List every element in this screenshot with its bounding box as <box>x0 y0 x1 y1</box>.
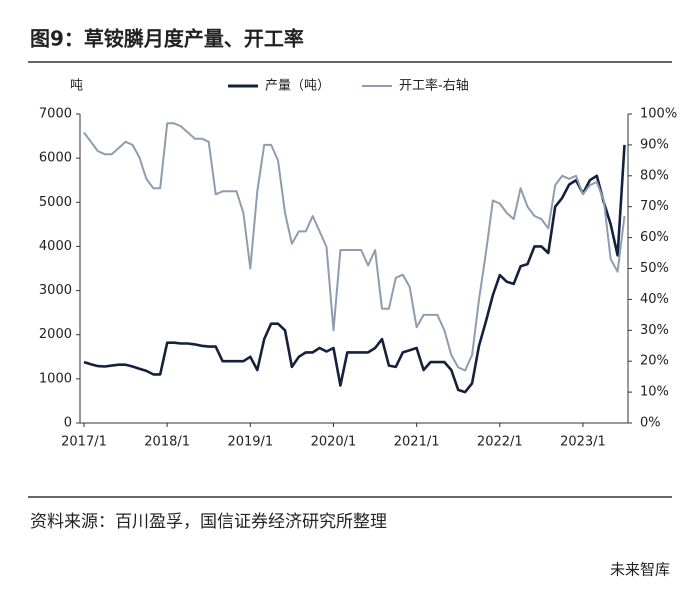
source: 资料来源：百川盈孚，国信证券经济研究所整理 <box>30 512 387 532</box>
x-tick-label: 2023/1 <box>560 435 606 450</box>
y2-tick-label: 10% <box>640 385 669 400</box>
y-tick-label: 3000 <box>39 283 72 298</box>
y2-tick-label: 100% <box>640 107 677 122</box>
legend-label: 产量（吨） <box>265 79 330 94</box>
x-tick-label: 2018/1 <box>144 435 190 450</box>
y2-tick-label: 30% <box>640 323 669 338</box>
series-line <box>83 122 626 372</box>
x-tick-label: 2019/1 <box>227 435 273 450</box>
x-tick-label: 2021/1 <box>394 435 440 450</box>
y2-tick-label: 80% <box>640 168 669 183</box>
y2-tick-label: 60% <box>640 230 669 245</box>
x-tick-label: 2022/1 <box>477 435 523 450</box>
y2-tick-label: 40% <box>640 292 669 307</box>
y-tick-label: 5000 <box>39 195 72 210</box>
y2-tick-label: 20% <box>640 354 669 369</box>
legend-label: 开工率-右轴 <box>399 78 469 94</box>
y-tick-label: 7000 <box>39 107 72 122</box>
chart-title: 图9：草铵膦月度产量、开工率 <box>30 27 304 51</box>
y-axis-label: 吨 <box>70 79 83 94</box>
watermark: 未来智库 <box>610 561 670 579</box>
x-tick-label: 2017/1 <box>61 435 107 450</box>
x-tick-label: 2020/1 <box>311 435 357 450</box>
y2-tick-label: 0% <box>640 416 661 431</box>
y-tick-label: 0 <box>64 416 72 431</box>
y-tick-label: 2000 <box>39 327 72 342</box>
y2-tick-label: 50% <box>640 261 669 276</box>
series-line <box>83 144 626 394</box>
y-tick-label: 4000 <box>39 239 72 254</box>
y-tick-label: 1000 <box>39 371 72 386</box>
y2-tick-label: 90% <box>640 137 669 152</box>
y2-tick-label: 70% <box>640 199 669 214</box>
y-tick-label: 6000 <box>39 151 72 166</box>
